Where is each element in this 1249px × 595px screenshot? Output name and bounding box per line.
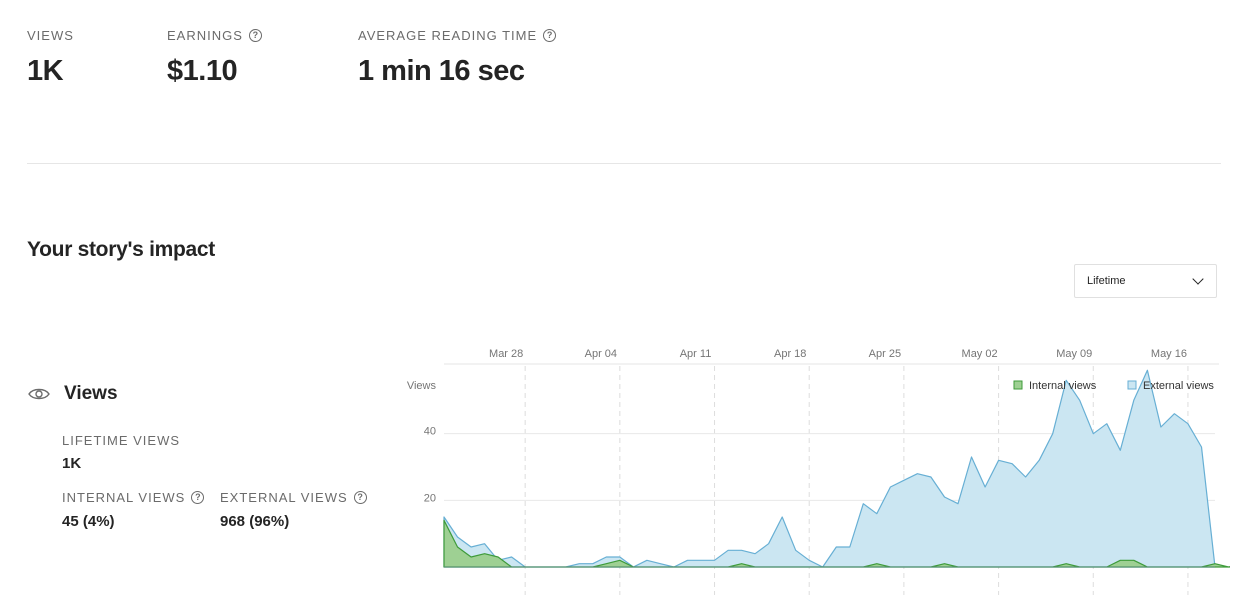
internal-views-value: 45 (4%)	[62, 513, 115, 530]
stat-views: VIEWS 1K	[27, 28, 74, 88]
stat-views-value: 1K	[27, 55, 64, 87]
stat-reading-time-label: AVERAGE READING TIME	[358, 28, 538, 43]
x-tick-label: May 02	[962, 348, 998, 360]
x-tick-label: May 16	[1151, 348, 1187, 360]
section-title: Your story's impact	[27, 238, 215, 261]
x-tick-label: May 09	[1056, 348, 1092, 360]
help-circle-icon[interactable]: ?	[543, 29, 557, 42]
internal-views-label-text: INTERNAL VIEWS	[62, 490, 186, 505]
lifetime-views-label-text: LIFETIME VIEWS	[62, 433, 181, 448]
lifetime-views-label: LIFETIME VIEWS	[62, 433, 180, 448]
x-tick-label: Apr 11	[680, 348, 712, 360]
help-circle-icon[interactable]: ?	[248, 29, 262, 42]
help-circle-icon[interactable]: ?	[353, 491, 367, 504]
x-tick-label: Apr 04	[585, 348, 617, 360]
y-tick-label: 40	[424, 426, 436, 438]
views-chart: Mar 28 Apr 04 Apr 11 Apr 18 Apr 25 May 02 May …	[407, 348, 1230, 595]
legend-external-views-label: External views	[1143, 380, 1214, 392]
x-tick-label: Mar 28	[489, 348, 523, 360]
chevron-down-icon	[1192, 273, 1204, 285]
internal-views-label: INTERNAL VIEWS ?	[62, 490, 205, 505]
views-title: Views	[64, 383, 118, 404]
range-select-value: Lifetime	[1087, 275, 1126, 287]
eye-icon	[28, 388, 50, 400]
external-views-value: 968 (96%)	[220, 513, 290, 530]
stat-earnings: EARNINGS ? $1.10	[167, 28, 262, 88]
views-header: Views	[28, 383, 118, 405]
stat-views-label: VIEWS	[27, 28, 74, 43]
range-select[interactable]: Lifetime	[1074, 264, 1217, 298]
x-tick-label: Apr 18	[774, 348, 806, 360]
stat-reading-time-value: 1 min 16 sec	[358, 55, 525, 87]
lifetime-views-value: 1K	[62, 455, 82, 472]
external-views-label-text: EXTERNAL VIEWS	[220, 490, 348, 505]
stat-earnings-value: $1.10	[167, 55, 238, 87]
stat-reading-time: AVERAGE READING TIME ? 1 min 16 sec	[358, 28, 557, 88]
legend-external-views-swatch	[1127, 380, 1137, 390]
section-divider	[27, 163, 1221, 164]
external-views-label: EXTERNAL VIEWS ?	[220, 490, 367, 505]
y-axis-label: Views	[407, 380, 437, 392]
y-tick-label: 20	[424, 492, 436, 504]
x-tick-label: Apr 25	[869, 348, 901, 360]
legend-internal-views-swatch	[1013, 380, 1023, 390]
help-circle-icon[interactable]: ?	[191, 491, 205, 504]
legend-internal-views-label: Internal views	[1029, 380, 1097, 392]
series-area-external-views	[443, 369, 1216, 568]
stat-earnings-label: EARNINGS	[167, 28, 243, 43]
